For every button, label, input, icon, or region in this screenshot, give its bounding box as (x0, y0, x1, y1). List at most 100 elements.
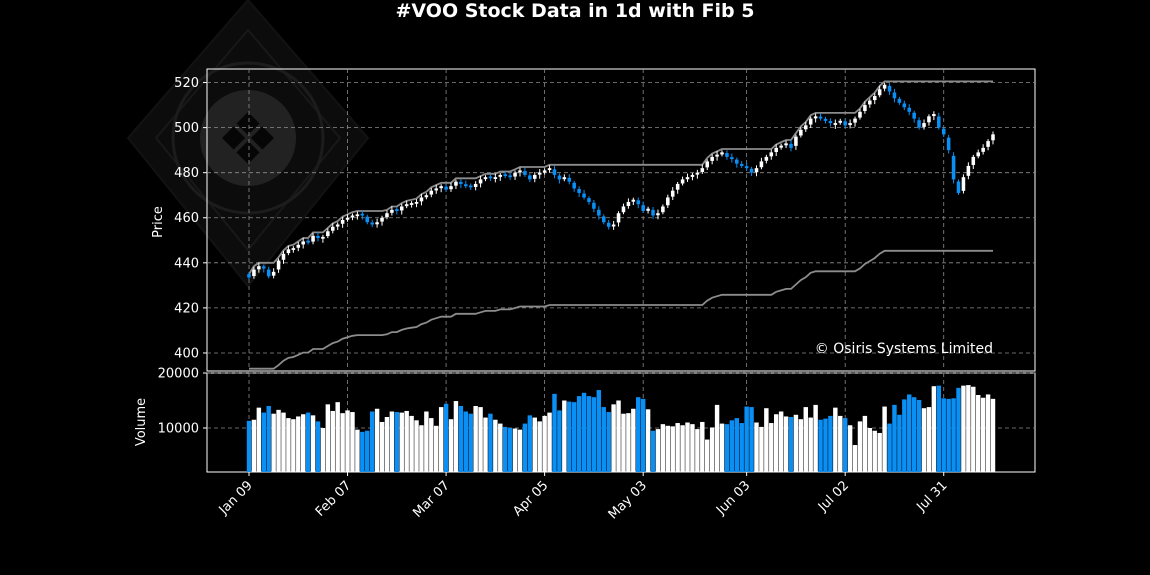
candle-body (577, 188, 581, 193)
candle-body (508, 175, 512, 178)
volume-bar (621, 413, 626, 472)
candle-body (951, 155, 956, 180)
candle-body (601, 216, 606, 223)
volume-tick-label: 10000 (158, 422, 199, 437)
candle-body (562, 177, 567, 180)
volume-bar (502, 426, 508, 472)
candle-body (345, 217, 350, 220)
fib-upper-line (248, 80, 993, 275)
volume-bar (670, 426, 675, 472)
volume-bar (606, 412, 611, 472)
volume-bar (616, 400, 621, 472)
volume-bar (680, 425, 685, 472)
candle-body (621, 206, 626, 213)
volume-bar (793, 414, 799, 472)
volume-bar (345, 410, 350, 472)
candle-body (764, 156, 769, 161)
volume-bar (458, 406, 464, 472)
volume-bar (754, 422, 759, 472)
volume-bars (246, 385, 996, 472)
volume-bar (892, 404, 897, 472)
candle-body (616, 213, 621, 223)
volume-bar (571, 402, 577, 472)
volume-bar (783, 416, 789, 472)
candle-body (355, 214, 360, 217)
candle-body (710, 156, 714, 161)
volume-bar (631, 408, 636, 472)
volume-bar (882, 406, 887, 472)
volume-bar (493, 419, 498, 472)
volume-bar (394, 412, 400, 472)
volume-bar (512, 428, 518, 472)
price-panel-frame (206, 68, 1036, 372)
x-tick-label: Mar 07 (410, 478, 453, 521)
candle-body (730, 157, 734, 160)
volume-bar (256, 407, 262, 472)
candle-body (991, 134, 995, 141)
volume-bar (532, 417, 537, 472)
volume-bar (739, 423, 744, 472)
volume-bar (424, 411, 429, 472)
candle-body (813, 116, 818, 119)
candle-body (636, 200, 641, 205)
volume-bar (916, 399, 922, 472)
volume-bar (488, 413, 493, 472)
candle-body (868, 100, 872, 105)
price-tick-label: 520 (174, 76, 199, 91)
candle-body (611, 224, 616, 227)
volume-bar (414, 420, 419, 472)
candle-body (316, 235, 320, 239)
candle-body (567, 177, 572, 182)
x-tick-label: Jul 31 (914, 478, 951, 515)
volume-bar (961, 385, 966, 472)
volume-bar (473, 406, 478, 472)
candle-body (478, 179, 483, 184)
candle-body (971, 156, 976, 165)
volume-bar (971, 386, 976, 472)
volume-bar (911, 397, 917, 472)
volume-bar (921, 408, 927, 472)
volume-bar (640, 398, 646, 472)
candle-body (661, 206, 665, 213)
candle-body (966, 165, 971, 176)
volume-bar (818, 419, 823, 472)
candle-body (434, 188, 439, 191)
volume-bar (872, 430, 877, 472)
volume-bar (803, 407, 808, 472)
volume-bar (976, 395, 981, 472)
candle-body (439, 186, 443, 189)
candle-body (912, 112, 916, 119)
candle-body (419, 197, 424, 202)
candle-body (301, 241, 305, 245)
candle-body (409, 203, 414, 205)
candle-body (685, 177, 690, 180)
volume-bar (769, 423, 774, 472)
volume-bar (744, 406, 749, 472)
volume-bar (645, 409, 651, 472)
x-tick-label: May 03 (606, 478, 650, 522)
candle-body (459, 181, 463, 184)
candle-body (794, 136, 798, 146)
volume-bar (734, 418, 740, 472)
volume-bar (778, 411, 784, 472)
volume-bar (276, 409, 281, 472)
candle-body (656, 213, 660, 216)
candle-body (587, 198, 591, 202)
candle-body (572, 182, 576, 189)
volume-bar (409, 415, 414, 472)
candle-body (286, 249, 291, 254)
candle-body (631, 199, 636, 202)
volume-bar (576, 396, 582, 472)
x-tick-label: Jun 03 (713, 478, 753, 518)
volume-bar (764, 408, 769, 472)
volume-bar (685, 422, 690, 472)
volume-bar (557, 410, 562, 472)
volume-bar (300, 414, 306, 472)
candle-body (877, 89, 882, 96)
candle-body (863, 105, 867, 112)
candle-body (749, 168, 754, 173)
candle-body (247, 274, 251, 278)
volume-bar (936, 385, 942, 472)
candle-body (646, 208, 650, 211)
volume-bar (310, 415, 316, 472)
